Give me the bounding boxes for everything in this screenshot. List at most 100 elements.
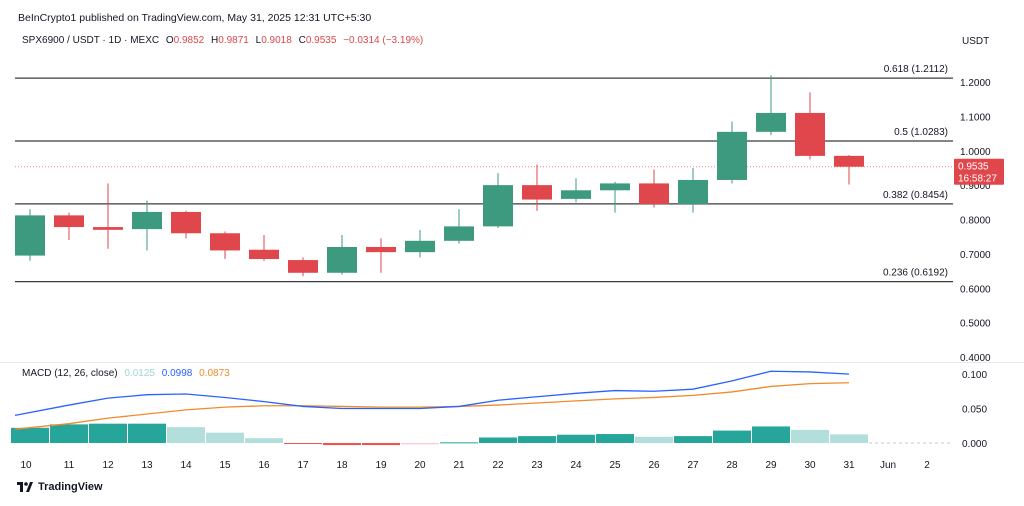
candle-body: [15, 215, 45, 256]
candle-body: [249, 249, 279, 260]
histogram-bar-19: [362, 443, 400, 446]
candle-13: [132, 200, 162, 251]
currency-unit[interactable]: USDT: [962, 36, 990, 47]
histogram-bar-30: [791, 429, 829, 443]
macd-title[interactable]: MACD (12, 26, close): [22, 368, 118, 379]
price-badge-countdown: 16:58:27: [958, 174, 997, 185]
candle-body: [444, 226, 474, 241]
time-tick-24: 24: [570, 460, 582, 471]
low-label: L: [255, 35, 262, 46]
histogram-bar-26: [635, 436, 673, 443]
candle-30: [795, 92, 825, 160]
candle-body: [405, 240, 435, 253]
macd-tick-0: 0.000: [962, 439, 987, 450]
candle-29: [756, 75, 786, 136]
time-tick-14: 14: [180, 460, 192, 471]
candle-18: [327, 234, 357, 275]
price-axis[interactable]: 0.4000 0.5000 0.6000 0.7000 0.8000 0.9000 1.00…: [960, 78, 991, 364]
histogram-bar-11: [50, 424, 88, 443]
time-tick-15: 15: [219, 460, 231, 471]
macd-legend: MACD (12, 26, close) 0.0125 0.0998 0.087…: [22, 368, 230, 379]
price-tick-7: 1.1000: [960, 112, 991, 123]
time-tick-18: 18: [336, 460, 348, 471]
candle-14: [171, 210, 201, 239]
fib-label-3: 0.236 (0.6192): [883, 268, 948, 279]
time-tick-2: 2: [924, 460, 930, 471]
candle-15: [210, 231, 240, 260]
macd-tick-2: 0.100: [962, 370, 987, 381]
candle-body: [678, 179, 708, 205]
histogram-bar-27: [674, 436, 712, 443]
histogram-bar-13: [128, 423, 166, 443]
price-badge-bg: [954, 158, 1004, 185]
candles[interactable]: [15, 75, 864, 277]
macd-lines: [14, 370, 850, 430]
time-axis[interactable]: 10 11 12 13 14 15 16 17 18 19 20 21 22 23 24 25 26 27 28 29…: [20, 460, 930, 471]
histogram-bar-21: [440, 442, 478, 444]
close-value: 0.9535: [305, 35, 337, 46]
low-value: 0.9018: [261, 35, 292, 46]
candle-body: [288, 260, 318, 273]
histogram-bar-29: [752, 426, 790, 443]
macd-axis[interactable]: 0.000 0.050 0.100: [962, 370, 987, 450]
tradingview-logo[interactable]: TradingView: [17, 481, 103, 493]
close-label: C: [298, 35, 306, 46]
high-label: H: [211, 35, 219, 46]
candle-20: [405, 229, 435, 258]
histogram-bar-16: [245, 438, 283, 443]
macd-signal-value: 0.0873: [199, 368, 230, 379]
candle-21: [444, 209, 474, 244]
price-tick-2: 0.6000: [960, 284, 991, 295]
fib-label-2: 0.382 (0.8454): [883, 190, 948, 201]
candle-25: [600, 181, 630, 213]
candle-28: [717, 121, 747, 184]
candle-11: [54, 212, 84, 241]
histogram-bar-23: [518, 436, 556, 443]
candle-body: [483, 185, 513, 227]
price-tick-4: 0.8000: [960, 216, 991, 227]
histogram-bar-15: [206, 432, 244, 443]
histogram-bar-25: [596, 434, 634, 443]
candle-body: [327, 247, 357, 273]
price-tick-6: 1.0000: [960, 147, 991, 158]
price-tick-3: 0.7000: [960, 250, 991, 261]
time-tick-31: 31: [843, 460, 855, 471]
macd-tick-1: 0.050: [962, 405, 987, 416]
open-label: O: [165, 35, 174, 46]
candle-16: [249, 234, 279, 261]
macd-line-value: 0.0998: [161, 368, 193, 379]
change-value: −0.0314 (−3.19%): [343, 35, 424, 46]
time-tick-23: 23: [531, 460, 543, 471]
histogram-bar-22: [479, 437, 517, 443]
price-badge-value: 0.9535: [958, 162, 989, 173]
time-tick-19: 19: [375, 460, 387, 471]
histogram-bar-24: [557, 434, 595, 443]
signal-line: [14, 382, 850, 430]
histogram-bar-12: [89, 423, 127, 443]
fibonacci-levels: 0.618 (1.2112) 0.5 (1.0283) 0.382 (0.8454)…: [15, 64, 953, 283]
candle-body: [834, 155, 864, 167]
symbol-info: SPX6900 / USDT · 1D · MEXC O0.9852 H0.98…: [22, 35, 423, 46]
candle-body: [561, 190, 591, 199]
brand-name: TradingView: [38, 481, 103, 493]
time-tick-10: 10: [20, 460, 32, 471]
time-tick-Jun: Jun: [880, 460, 896, 471]
time-tick-27: 27: [687, 460, 699, 471]
price-tick-1: 0.5000: [960, 319, 991, 330]
time-tick-30: 30: [804, 460, 816, 471]
tradingview-icon: [17, 482, 33, 492]
price-tick-0: 0.4000: [960, 353, 991, 364]
candle-body: [171, 211, 201, 234]
candle-27: [678, 167, 708, 213]
histogram-bar-20: [401, 443, 439, 445]
open-value: 0.9852: [173, 35, 205, 46]
time-tick-20: 20: [414, 460, 426, 471]
histogram-bar-31: [830, 434, 868, 443]
candle-body: [93, 227, 123, 230]
candle-body: [132, 211, 162, 230]
time-tick-13: 13: [141, 460, 153, 471]
candle-22: [483, 173, 513, 229]
candle-body: [717, 131, 747, 180]
symbol-label[interactable]: SPX6900 / USDT · 1D · MEXC: [22, 35, 160, 46]
